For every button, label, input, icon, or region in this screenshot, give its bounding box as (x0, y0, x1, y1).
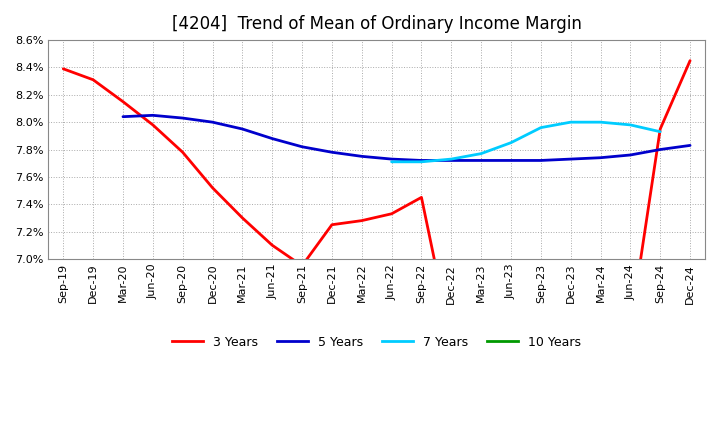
3 Years (447, 338, 456, 344)
5 Years (596, 155, 605, 160)
3 Years (89, 77, 97, 82)
3 Years (298, 263, 307, 268)
5 Years (417, 158, 426, 163)
3 Years (268, 242, 276, 248)
Legend: 3 Years, 5 Years, 7 Years, 10 Years: 3 Years, 5 Years, 7 Years, 10 Years (167, 331, 586, 354)
7 Years (447, 157, 456, 162)
Line: 5 Years: 5 Years (123, 115, 690, 161)
3 Years (685, 58, 694, 63)
3 Years (59, 66, 68, 71)
Title: [4204]  Trend of Mean of Ordinary Income Margin: [4204] Trend of Mean of Ordinary Income … (172, 15, 582, 33)
5 Years (536, 158, 545, 163)
3 Years (119, 99, 127, 104)
5 Years (685, 143, 694, 148)
7 Years (417, 159, 426, 165)
7 Years (596, 120, 605, 125)
5 Years (119, 114, 127, 119)
5 Years (477, 158, 485, 163)
3 Years (387, 211, 396, 216)
Line: 3 Years: 3 Years (63, 61, 690, 440)
5 Years (179, 115, 187, 121)
5 Years (567, 157, 575, 162)
7 Years (656, 129, 665, 134)
3 Years (148, 122, 157, 128)
3 Years (626, 325, 635, 330)
3 Years (208, 185, 217, 191)
5 Years (238, 126, 247, 132)
7 Years (567, 120, 575, 125)
5 Years (507, 158, 516, 163)
5 Years (268, 136, 276, 141)
3 Years (417, 195, 426, 200)
5 Years (328, 150, 336, 155)
3 Years (328, 222, 336, 227)
3 Years (238, 215, 247, 220)
5 Years (298, 144, 307, 150)
5 Years (447, 158, 456, 163)
5 Years (357, 154, 366, 159)
3 Years (656, 126, 665, 132)
7 Years (507, 140, 516, 145)
5 Years (626, 152, 635, 158)
7 Years (387, 159, 396, 165)
Line: 7 Years: 7 Years (392, 122, 660, 162)
3 Years (357, 218, 366, 223)
7 Years (536, 125, 545, 130)
3 Years (179, 150, 187, 155)
7 Years (626, 122, 635, 128)
5 Years (148, 113, 157, 118)
5 Years (387, 157, 396, 162)
5 Years (656, 147, 665, 152)
7 Years (477, 151, 485, 156)
5 Years (208, 120, 217, 125)
